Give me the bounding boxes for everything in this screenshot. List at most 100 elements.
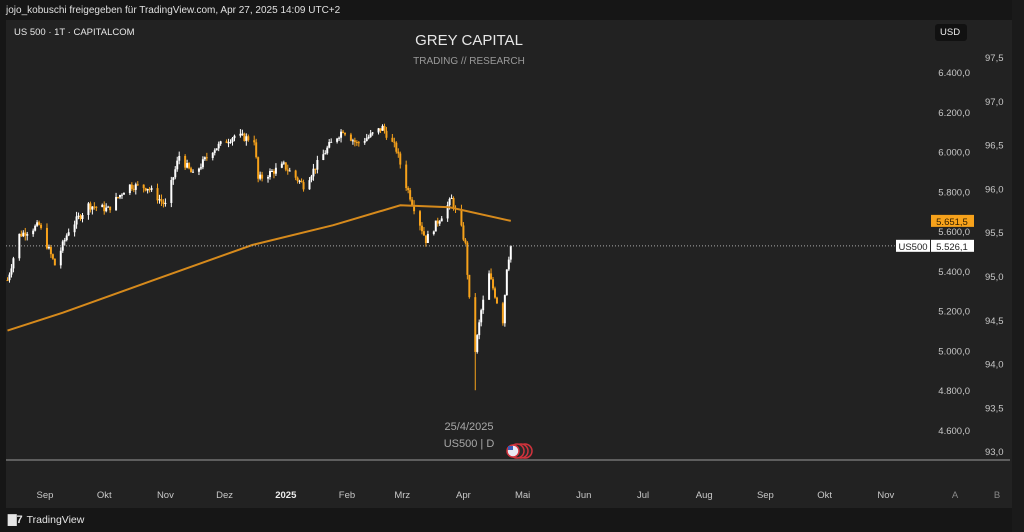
candle bbox=[312, 168, 315, 177]
price-tick-label: 5.400,0 bbox=[938, 267, 970, 278]
candle bbox=[316, 160, 319, 170]
time-tick-label: Nov bbox=[877, 490, 894, 501]
candle bbox=[422, 231, 425, 236]
candle bbox=[201, 159, 204, 168]
moving-average-line bbox=[7, 204, 512, 332]
price-tick-label: 4.600,0 bbox=[938, 426, 970, 437]
time-tick-label: Nov bbox=[157, 490, 174, 501]
candle bbox=[79, 215, 82, 219]
candle bbox=[296, 177, 299, 181]
candle bbox=[480, 310, 483, 323]
candle bbox=[184, 155, 187, 168]
candle bbox=[308, 180, 311, 190]
candle bbox=[411, 199, 414, 206]
candle bbox=[190, 168, 193, 173]
candle bbox=[105, 207, 108, 212]
candle bbox=[6, 280, 9, 282]
us-flag-canton bbox=[508, 446, 513, 450]
candle bbox=[47, 246, 50, 249]
candle bbox=[45, 227, 48, 249]
candle bbox=[115, 197, 118, 211]
candle bbox=[282, 162, 285, 164]
candle bbox=[20, 233, 23, 237]
candle bbox=[505, 269, 508, 296]
price-tick-label: 5.800,0 bbox=[938, 187, 970, 198]
candle bbox=[81, 214, 84, 219]
candle bbox=[399, 153, 402, 165]
candle bbox=[65, 235, 68, 241]
candle bbox=[448, 198, 451, 206]
candle bbox=[142, 184, 145, 189]
symbol-label: US500 bbox=[898, 242, 927, 253]
ma-price-label-box bbox=[931, 214, 974, 227]
time-tick-label: 2025 bbox=[275, 490, 297, 501]
candle bbox=[385, 130, 388, 138]
candle bbox=[409, 190, 412, 200]
candle bbox=[51, 254, 54, 259]
candle bbox=[225, 141, 228, 143]
secondary-tick-label: 97,5 bbox=[985, 53, 1004, 64]
candle bbox=[203, 157, 206, 160]
candle bbox=[229, 141, 232, 143]
axis-extra-label: B bbox=[994, 490, 1000, 501]
secondary-tick-label: 95,0 bbox=[985, 272, 1004, 283]
candle bbox=[101, 204, 104, 208]
candle bbox=[363, 141, 366, 143]
candle bbox=[420, 225, 423, 232]
time-tick-label: Mrz bbox=[394, 490, 410, 501]
candle bbox=[450, 197, 453, 199]
candle bbox=[217, 143, 220, 149]
candle bbox=[452, 197, 455, 209]
secondary-tick-label: 97,0 bbox=[985, 97, 1004, 108]
candle bbox=[438, 221, 441, 224]
candle bbox=[53, 258, 56, 266]
candle bbox=[10, 268, 13, 275]
candle bbox=[77, 215, 80, 217]
candle bbox=[132, 188, 135, 190]
candle bbox=[103, 204, 106, 212]
tradingview-logo[interactable]: ▇7 TradingView bbox=[8, 513, 84, 527]
time-tick-label: Sep bbox=[757, 490, 774, 501]
candle bbox=[186, 163, 189, 168]
candle bbox=[270, 171, 273, 173]
candle bbox=[247, 136, 250, 141]
candle bbox=[294, 170, 297, 178]
candle bbox=[109, 206, 112, 211]
candle bbox=[342, 131, 345, 133]
candle bbox=[34, 225, 37, 231]
candle bbox=[355, 141, 358, 143]
secondary-tick-label: 96,0 bbox=[985, 184, 1004, 195]
candle bbox=[495, 297, 498, 304]
candle bbox=[357, 142, 360, 144]
annotation-date: 25/4/2025 bbox=[444, 421, 494, 433]
price-tick-label: 5.200,0 bbox=[938, 307, 970, 318]
candle bbox=[478, 322, 481, 336]
candle bbox=[407, 187, 410, 191]
candle bbox=[18, 233, 21, 259]
candle bbox=[120, 194, 123, 196]
candle bbox=[257, 157, 260, 179]
candle bbox=[284, 162, 287, 170]
candle bbox=[134, 184, 137, 190]
candle bbox=[148, 188, 151, 190]
secondary-tick-label: 94,5 bbox=[985, 316, 1004, 327]
symbol-title[interactable]: US 500 · 1T · CAPITALCOM bbox=[14, 27, 135, 38]
candle bbox=[314, 168, 317, 170]
currency-button[interactable]: USD bbox=[935, 24, 967, 41]
candle bbox=[432, 231, 435, 235]
candle bbox=[259, 174, 262, 179]
candle bbox=[188, 163, 191, 169]
candle bbox=[95, 206, 98, 208]
candle bbox=[365, 138, 368, 142]
candle bbox=[144, 188, 147, 191]
time-tick-label: Jun bbox=[576, 490, 591, 501]
time-tick-label: Okt bbox=[817, 490, 832, 501]
candle bbox=[503, 295, 506, 324]
candle bbox=[288, 170, 291, 172]
candle bbox=[460, 209, 463, 226]
candle bbox=[241, 133, 244, 135]
candle bbox=[468, 274, 471, 298]
candle bbox=[67, 232, 70, 236]
candle bbox=[164, 202, 167, 204]
